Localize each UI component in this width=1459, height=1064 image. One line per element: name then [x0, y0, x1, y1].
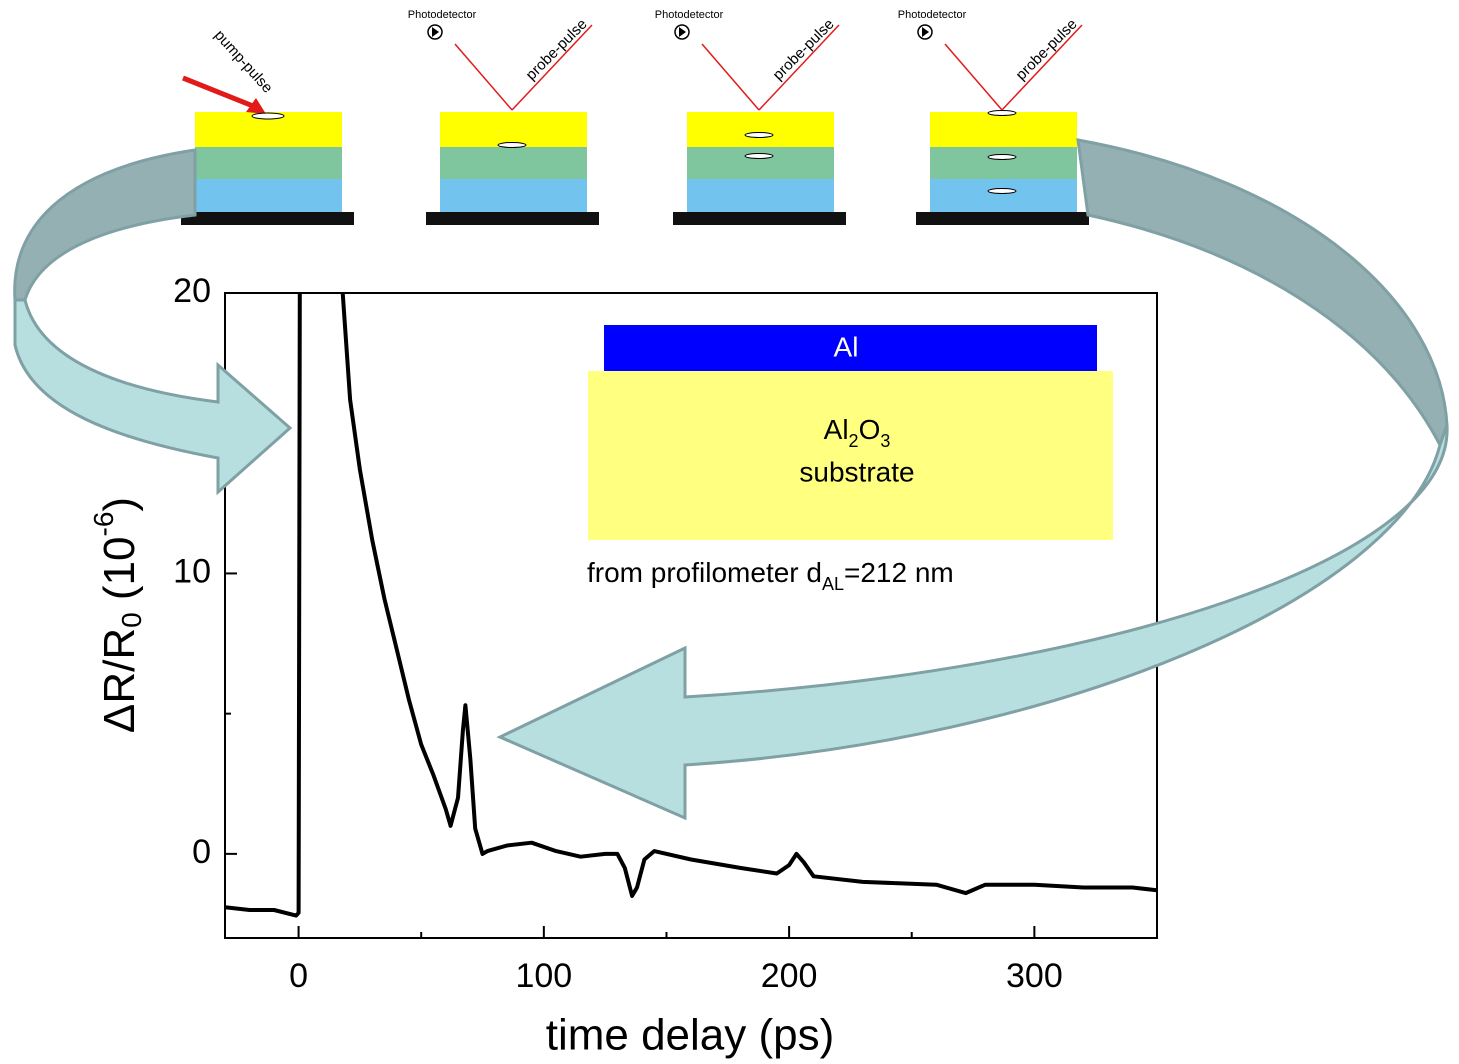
- arrow-left: [13, 298, 293, 496]
- plot-frame: [224, 292, 1158, 939]
- t: ΔR/R: [95, 628, 144, 733]
- pulse: [744, 132, 774, 138]
- layer-top: [930, 112, 1077, 147]
- layer-bottom: [195, 179, 342, 212]
- substrate-bar: [673, 212, 846, 225]
- t: AL: [822, 574, 844, 594]
- t: Al: [824, 414, 849, 445]
- x-tick-label: 100: [515, 957, 572, 995]
- t: 2: [849, 431, 859, 451]
- pulse: [987, 188, 1017, 194]
- probe-label: probe-pulse: [1013, 16, 1081, 84]
- pump-label: pump-pulse: [211, 27, 276, 97]
- y-tick-label: 10: [173, 552, 211, 590]
- al-layer: [604, 325, 1097, 371]
- probe-label: probe-pulse: [523, 16, 591, 84]
- probe-out: [701, 43, 760, 111]
- x-tick-label: 0: [289, 957, 308, 995]
- substrate-bar: [181, 212, 354, 225]
- detector-diode: [432, 27, 439, 37]
- substrate-bar: [916, 212, 1089, 225]
- t: ): [95, 497, 144, 512]
- layer-mid: [687, 147, 834, 179]
- probe-out: [454, 43, 513, 111]
- arrow-band-dark: [13, 148, 197, 302]
- layer-bottom: [930, 179, 1077, 212]
- layer-top: [440, 112, 587, 147]
- layer-bottom: [440, 179, 587, 212]
- substrate-block: [588, 371, 1113, 540]
- detector-label: Photodetector: [655, 9, 724, 21]
- pulse: [744, 153, 774, 159]
- arrows: [13, 138, 1449, 821]
- pump-arrow: [182, 75, 259, 111]
- al-label: Al: [834, 331, 859, 362]
- substrate-label: substrate: [799, 456, 914, 487]
- layer-bottom: [687, 179, 834, 212]
- pulse: [987, 154, 1017, 160]
- detector-label: Photodetector: [408, 9, 477, 21]
- t: O: [859, 414, 881, 445]
- t: (10: [95, 536, 144, 612]
- probe-in: [758, 24, 840, 111]
- y-axis-label: ΔR/R0 (10-6): [88, 497, 147, 733]
- pulse: [987, 110, 1017, 116]
- y-tick-label: 0: [192, 833, 211, 871]
- layer-mid: [440, 147, 587, 179]
- layer-mid: [930, 147, 1077, 179]
- detector-diode: [679, 27, 686, 37]
- thickness-note: from profilometer dAL=212 nm: [587, 557, 954, 593]
- probe-out: [944, 43, 1003, 111]
- t: from profilometer d: [587, 557, 822, 588]
- arrow-right: [496, 424, 1449, 821]
- sample-panels: pump-pulse probe-pulse Photodetector probe-…: [181, 9, 1089, 225]
- pulse: [497, 142, 527, 148]
- plot: 0 100 200 300 0 10 20: [173, 272, 1158, 995]
- t: -6: [88, 512, 119, 537]
- data-line: [225, 293, 1157, 918]
- pump-head: [246, 98, 266, 114]
- substrate-formula: Al2O3: [824, 414, 891, 450]
- layer-mid: [195, 147, 342, 179]
- y-tick-label: 20: [173, 272, 211, 310]
- probe-in: [1001, 24, 1083, 111]
- substrate-bar: [426, 212, 599, 225]
- t: 3: [880, 431, 890, 451]
- detector-diode: [922, 27, 929, 37]
- probe-label: probe-pulse: [770, 16, 838, 84]
- t: 0: [116, 612, 147, 628]
- probe-in: [511, 24, 593, 111]
- pulse: [251, 112, 285, 120]
- layer-top: [687, 112, 834, 147]
- x-tick-label: 200: [761, 957, 818, 995]
- t: =212 nm: [844, 557, 954, 588]
- x-tick-label: 300: [1006, 957, 1063, 995]
- detector-label: Photodetector: [898, 9, 967, 21]
- x-axis-label: time delay (ps): [546, 1011, 835, 1060]
